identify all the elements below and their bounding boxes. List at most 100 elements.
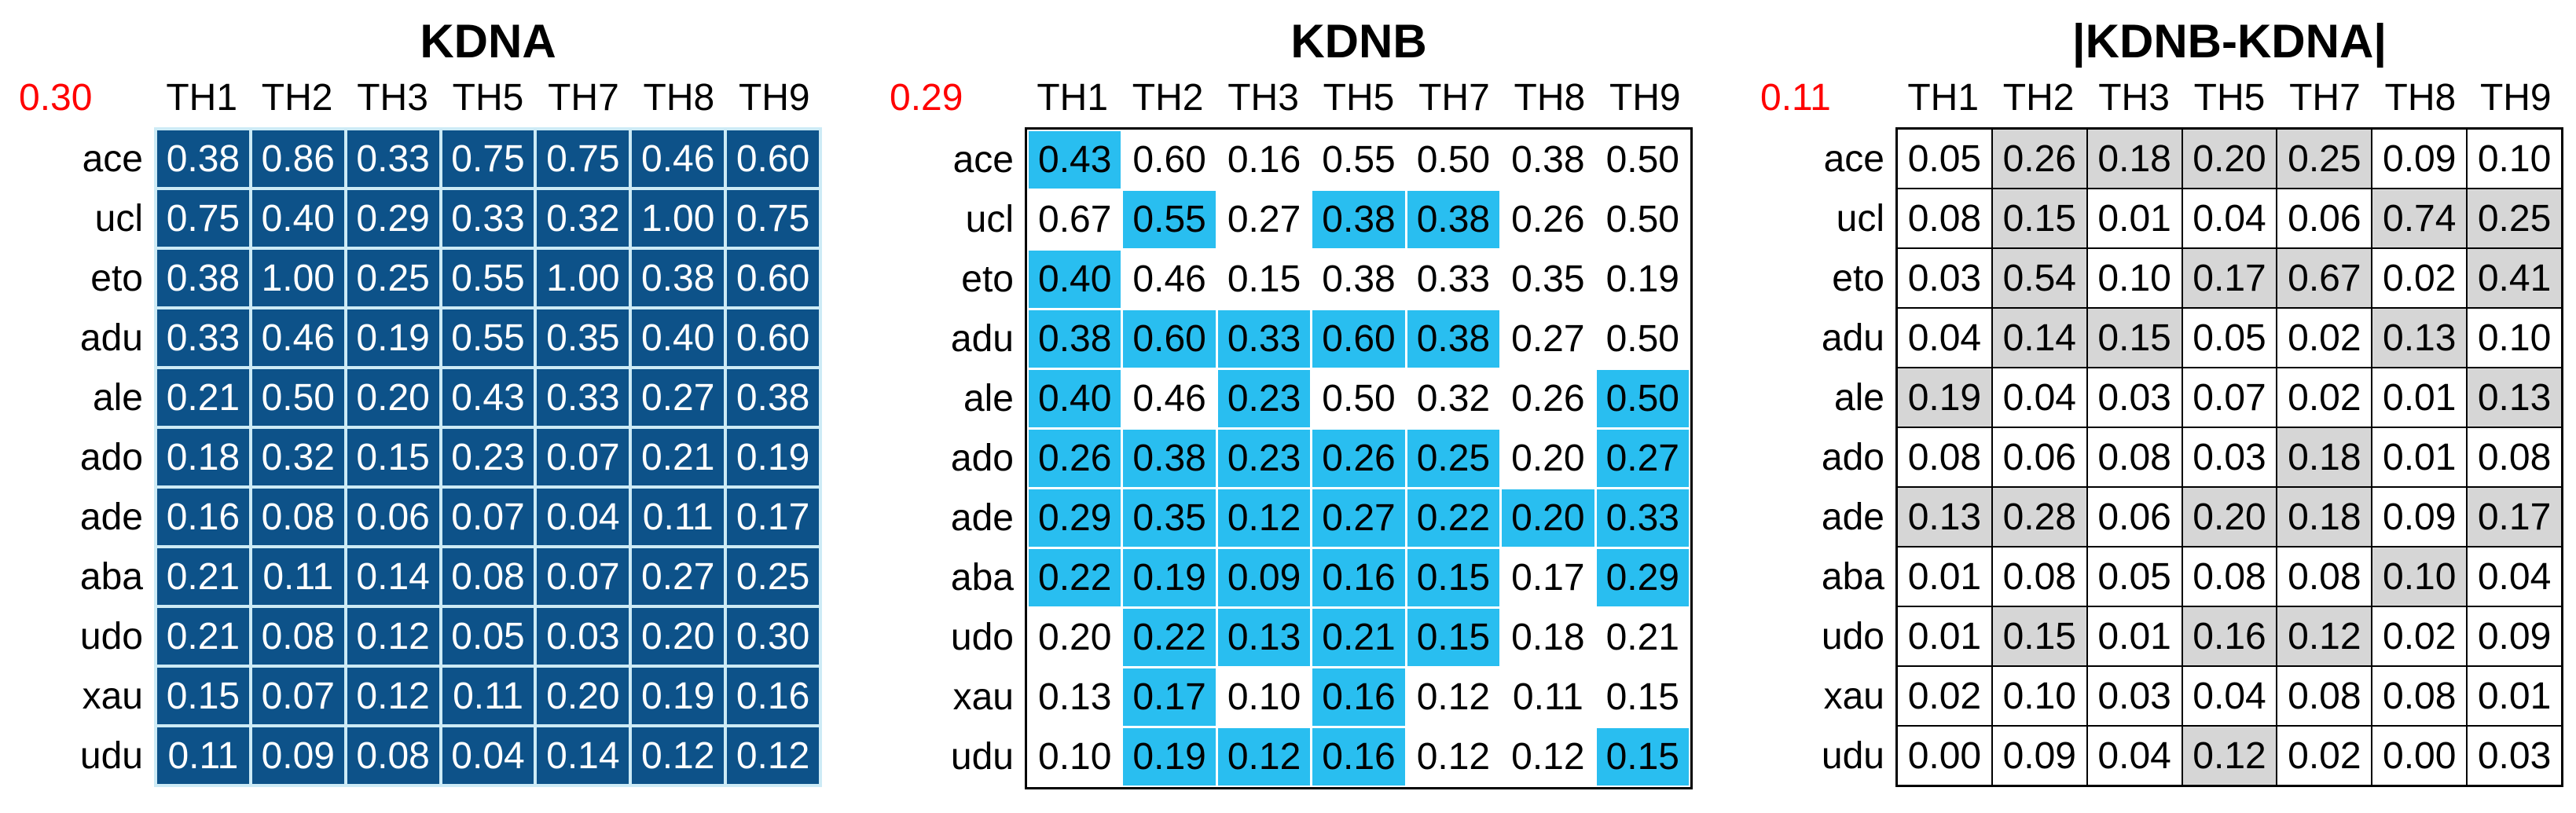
column-header-th1: TH1 — [1907, 76, 1980, 119]
row-label-udu: udu — [950, 736, 1014, 778]
cell-aba-th9: 0.25 — [727, 548, 819, 605]
row-label-ucl: ucl — [965, 199, 1014, 240]
cell-eto-th7: 0.67 — [2277, 249, 2372, 307]
cell-adu-th2: 0.60 — [1123, 310, 1216, 368]
kdna-threshold-value: 0.30 — [19, 76, 93, 119]
cell-eto-th8: 0.35 — [1502, 251, 1594, 308]
cell-ade-th9: 0.17 — [2468, 488, 2561, 546]
column-header-th8: TH8 — [2384, 76, 2457, 119]
cell-ace-th3: 0.16 — [1217, 131, 1311, 189]
column-header-th9: TH9 — [1609, 76, 1681, 119]
cell-ace-th9: 0.60 — [727, 130, 819, 187]
kdnb-table: KDNB 0.29 TH1 TH2 TH3 TH5 TH7 TH8 TH9 ace ucl et… — [883, 9, 1693, 813]
cell-adu-th3: 0.15 — [2087, 309, 2182, 367]
cell-udo-th7: 0.15 — [1407, 609, 1500, 666]
cell-udu-th9: 0.15 — [1596, 728, 1689, 786]
cell-adu-th9: 0.50 — [1596, 310, 1689, 368]
cell-udo-th9: 0.21 — [1596, 609, 1689, 666]
cell-ace-th1: 0.05 — [1898, 130, 1991, 188]
cell-ale-th3: 0.23 — [1217, 370, 1311, 427]
cell-xau-th9: 0.01 — [2468, 667, 2561, 725]
cell-udu-th1: 0.11 — [157, 727, 249, 784]
cell-adu-th7: 0.38 — [1407, 310, 1500, 368]
cell-ade-th8: 0.09 — [2372, 488, 2467, 546]
cell-udu-th5: 0.16 — [1312, 728, 1405, 786]
cell-ado-th8: 0.20 — [1502, 430, 1594, 487]
cell-adu-th3: 0.19 — [347, 309, 439, 366]
cell-adu-th9: 0.10 — [2468, 309, 2561, 367]
column-header-th3: TH3 — [2098, 76, 2170, 119]
cell-ade-th5: 0.07 — [442, 489, 534, 545]
cell-ado-th5: 0.03 — [2182, 428, 2277, 486]
cell-udu-th3: 0.04 — [2087, 727, 2182, 785]
cell-eto-th2: 0.54 — [1992, 249, 2086, 307]
cell-xau-th7: 0.20 — [537, 668, 629, 724]
cell-udu-th8: 0.00 — [2372, 727, 2467, 785]
row-label-eto: eto — [961, 258, 1014, 300]
kdna-table: KDNA 0.30 TH1 TH2 TH3 TH5 TH7 TH8 TH9 ace ucl et… — [13, 9, 822, 813]
cell-ucl-th9: 0.75 — [727, 190, 819, 247]
cell-ade-th1: 0.16 — [157, 489, 249, 545]
row-label-ucl: ucl — [1836, 197, 1884, 240]
cell-udo-th5: 0.16 — [2182, 607, 2277, 665]
cell-adu-th1: 0.33 — [157, 309, 249, 366]
cell-xau-th1: 0.02 — [1898, 667, 1991, 725]
column-header-th5: TH5 — [452, 76, 524, 119]
cell-eto-th1: 0.03 — [1898, 249, 1991, 307]
cell-xau-th2: 0.10 — [1992, 667, 2086, 725]
cell-eto-th8: 0.02 — [2372, 249, 2467, 307]
cell-udo-th1: 0.20 — [1029, 609, 1121, 666]
cell-ado-th2: 0.38 — [1123, 430, 1216, 487]
cell-ale-th2: 0.46 — [1123, 370, 1216, 427]
row-label-eto: eto — [90, 257, 143, 299]
cell-ado-th7: 0.25 — [1407, 430, 1500, 487]
row-label-ucl: ucl — [94, 197, 143, 240]
cell-adu-th8: 0.40 — [632, 309, 725, 366]
cell-udu-th9: 0.03 — [2468, 727, 2561, 785]
cell-udu-th3: 0.12 — [1217, 728, 1311, 786]
cell-ado-th7: 0.07 — [537, 429, 629, 485]
cell-xau-th5: 0.04 — [2182, 667, 2277, 725]
kdna-title: KDNA — [420, 15, 556, 68]
cell-ale-th3: 0.03 — [2087, 368, 2182, 427]
cell-xau-th5: 0.16 — [1312, 668, 1405, 726]
row-label-ade: ade — [79, 496, 143, 538]
cell-adu-th1: 0.38 — [1029, 310, 1121, 368]
kdnb-threshold-value: 0.29 — [890, 76, 963, 119]
cell-eto-th7: 0.33 — [1407, 251, 1500, 308]
cell-ucl-th1: 0.75 — [157, 190, 249, 247]
cell-xau-th8: 0.08 — [2372, 667, 2467, 725]
column-header-th3: TH3 — [357, 76, 428, 119]
cell-udu-th3: 0.08 — [347, 727, 439, 784]
cell-udo-th7: 0.12 — [2277, 607, 2372, 665]
cell-udo-th1: 0.01 — [1898, 607, 1991, 665]
cell-xau-th9: 0.16 — [727, 668, 819, 724]
column-header-th7: TH7 — [2289, 76, 2361, 119]
kdnb-matrix: ace ucl eto adu ale ado ade aba udo xau udu 0.43 0.… — [883, 127, 1693, 789]
column-header-th1: TH1 — [1037, 76, 1109, 119]
cell-aba-th1: 0.01 — [1898, 547, 1991, 606]
cell-udo-th1: 0.21 — [157, 608, 249, 665]
column-header-th3: TH3 — [1227, 76, 1299, 119]
row-label-udu: udu — [1821, 734, 1884, 777]
cell-ale-th5: 0.43 — [442, 369, 534, 426]
cell-udo-th3: 0.13 — [1217, 609, 1311, 666]
cell-udu-th5: 0.12 — [2182, 727, 2277, 785]
cell-udo-th2: 0.15 — [1992, 607, 2086, 665]
cell-ace-th9: 0.50 — [1596, 131, 1689, 189]
cell-eto-th5: 0.17 — [2182, 249, 2277, 307]
kdna-row-labels: ace ucl eto adu ale ado ade aba udo xau udu — [13, 127, 154, 787]
cell-ace-th8: 0.09 — [2372, 130, 2467, 188]
row-label-aba: aba — [1821, 555, 1884, 598]
column-header-th8: TH8 — [1514, 76, 1586, 119]
cell-ado-th9: 0.19 — [727, 429, 819, 485]
cell-eto-th9: 0.60 — [727, 250, 819, 306]
diff-title: |KDNB-KDNA| — [2071, 15, 2387, 68]
cell-ace-th9: 0.10 — [2468, 130, 2561, 188]
cell-udu-th2: 0.19 — [1123, 728, 1216, 786]
cell-ale-th5: 0.50 — [1312, 370, 1405, 427]
kdnb-title: KDNB — [1290, 15, 1427, 68]
cell-adu-th5: 0.05 — [2182, 309, 2277, 367]
cell-udu-th1: 0.00 — [1898, 727, 1991, 785]
cell-ucl-th8: 0.26 — [1502, 191, 1594, 248]
